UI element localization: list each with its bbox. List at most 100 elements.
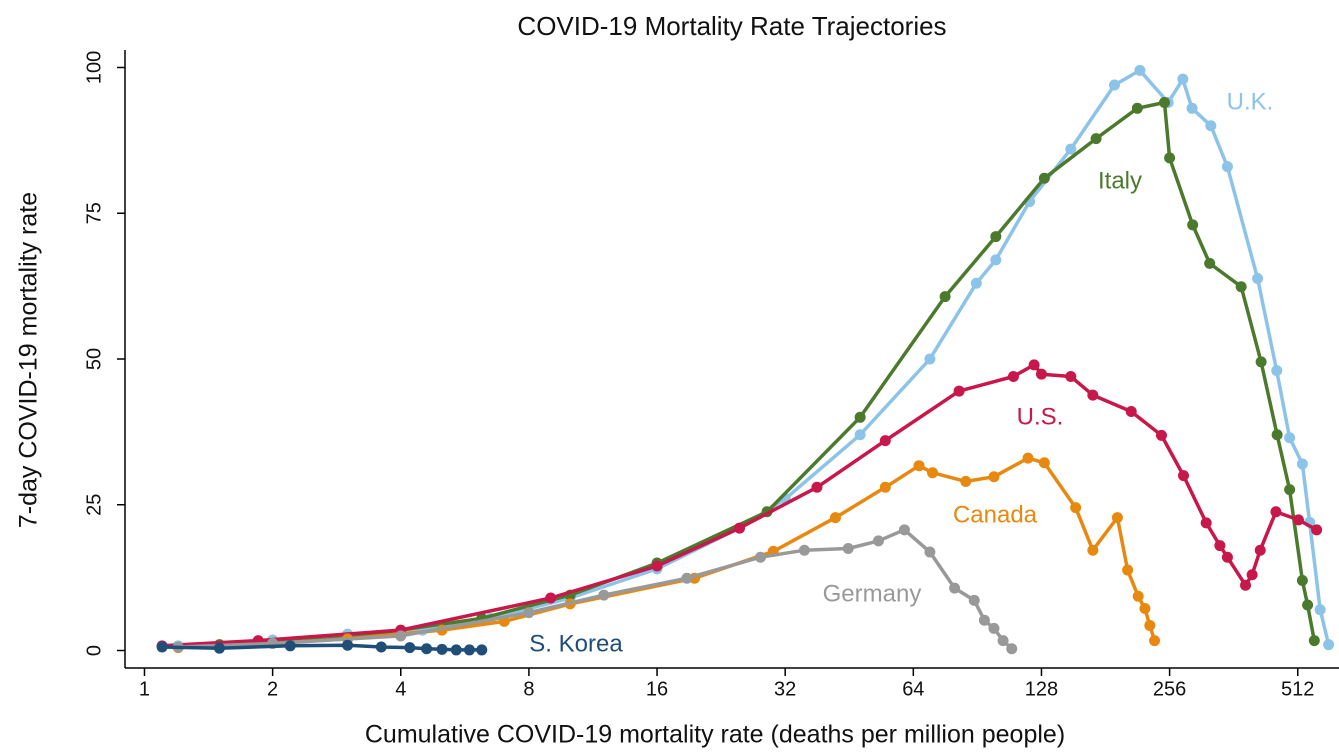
series-point bbox=[1038, 172, 1050, 184]
series-point bbox=[463, 644, 475, 656]
series-point bbox=[1065, 370, 1077, 382]
series-point bbox=[1214, 540, 1226, 552]
series-point bbox=[1204, 257, 1216, 269]
series-point bbox=[1255, 356, 1267, 368]
series-point bbox=[949, 582, 961, 594]
series-point bbox=[342, 639, 354, 651]
series-point bbox=[1270, 506, 1282, 518]
series-point bbox=[1186, 102, 1198, 114]
series-point bbox=[734, 522, 746, 534]
series-point bbox=[545, 592, 557, 604]
series-point bbox=[598, 589, 610, 601]
x-tick-label: 4 bbox=[395, 678, 406, 700]
series-point bbox=[811, 481, 823, 493]
series-point bbox=[1144, 619, 1156, 631]
series-point bbox=[1323, 639, 1335, 651]
series-point bbox=[1187, 219, 1199, 231]
series-point bbox=[978, 614, 990, 626]
series-point bbox=[1158, 96, 1170, 108]
series-point bbox=[1302, 599, 1314, 611]
y-axis-label: 7-day COVID-19 mortality rate bbox=[15, 192, 43, 528]
x-tick-label: 2 bbox=[267, 678, 278, 700]
x-tick-label: 32 bbox=[774, 678, 796, 700]
series-point bbox=[1111, 512, 1123, 524]
x-tick-label: 8 bbox=[523, 678, 534, 700]
series-point bbox=[988, 622, 1000, 634]
series-point bbox=[1090, 133, 1102, 145]
series-point bbox=[997, 635, 1009, 647]
series-point bbox=[1131, 102, 1143, 114]
x-axis-label: Cumulative COVID-19 mortality rate (deat… bbox=[365, 721, 1065, 749]
series-point bbox=[1149, 635, 1161, 647]
series-point bbox=[939, 291, 951, 303]
y-tick-label: 75 bbox=[83, 202, 105, 224]
series-point bbox=[436, 643, 448, 655]
series-point bbox=[1221, 161, 1233, 173]
series-point bbox=[1311, 524, 1323, 536]
series-point bbox=[960, 475, 972, 487]
series-point bbox=[1035, 368, 1047, 380]
series-point bbox=[1164, 152, 1176, 164]
series-point bbox=[1178, 470, 1190, 482]
series-point bbox=[156, 641, 168, 653]
series-point bbox=[681, 572, 693, 584]
series-point bbox=[924, 546, 936, 558]
series-point bbox=[1134, 64, 1146, 76]
series-point bbox=[1296, 458, 1308, 470]
series-point bbox=[1065, 143, 1077, 155]
series-label: U.K. bbox=[1227, 88, 1274, 115]
y-tick-label: 50 bbox=[83, 348, 105, 370]
series-point bbox=[842, 542, 854, 554]
series-point bbox=[1271, 429, 1283, 441]
series-point bbox=[1240, 579, 1252, 591]
series-point bbox=[879, 435, 891, 447]
series-point bbox=[1028, 359, 1040, 371]
series-point bbox=[754, 551, 766, 563]
series-point bbox=[798, 544, 810, 556]
y-tick-label: 0 bbox=[83, 645, 105, 656]
series-point bbox=[1038, 457, 1050, 469]
series-point bbox=[913, 460, 925, 472]
series-point bbox=[1087, 544, 1099, 556]
series-point bbox=[476, 644, 488, 656]
series-point bbox=[898, 524, 910, 536]
series-point bbox=[1271, 365, 1283, 377]
series-point bbox=[1308, 635, 1320, 647]
y-tick-label: 100 bbox=[83, 51, 105, 84]
x-tick-label: 16 bbox=[646, 678, 668, 700]
series-point bbox=[421, 643, 433, 655]
series-point bbox=[1087, 389, 1099, 401]
series-point bbox=[404, 642, 416, 654]
series-point bbox=[523, 607, 535, 619]
x-tick-label: 512 bbox=[1281, 678, 1314, 700]
series-point bbox=[1254, 544, 1266, 556]
series-point bbox=[1296, 575, 1308, 587]
series-point bbox=[1200, 517, 1212, 529]
series-point bbox=[1246, 569, 1258, 581]
series-point bbox=[968, 594, 980, 606]
series-line bbox=[219, 100, 1317, 647]
series-point bbox=[1006, 643, 1018, 655]
series-point bbox=[1221, 551, 1233, 563]
series-point bbox=[988, 471, 1000, 483]
series-point bbox=[1132, 590, 1144, 602]
series-point bbox=[1155, 429, 1167, 441]
series-point bbox=[1125, 405, 1137, 417]
series-point bbox=[872, 535, 884, 547]
chart-title: COVID-19 Mortality Rate Trajectories bbox=[517, 11, 946, 41]
series-label: Germany bbox=[823, 580, 922, 607]
x-tick-label: 128 bbox=[1025, 678, 1058, 700]
series-point bbox=[1007, 370, 1019, 382]
x-tick-label: 1 bbox=[139, 678, 150, 700]
series-label: U.S. bbox=[1017, 403, 1064, 430]
series-point bbox=[970, 277, 982, 289]
series-point bbox=[854, 429, 866, 441]
series-point bbox=[1292, 514, 1304, 526]
series-point bbox=[1108, 79, 1120, 91]
series-point bbox=[284, 640, 296, 652]
series-point bbox=[1022, 452, 1034, 464]
series-point bbox=[1139, 603, 1151, 615]
series-point bbox=[1070, 502, 1082, 514]
series-point bbox=[879, 481, 891, 493]
series-point bbox=[651, 560, 663, 572]
